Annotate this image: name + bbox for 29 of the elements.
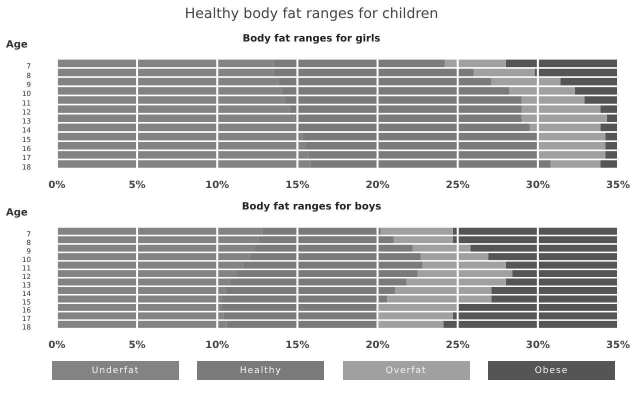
x-tick-label: 10% [205, 340, 230, 352]
chart-subtitle: Body fat ranges for girls [242, 33, 380, 44]
x-tick-label: 25% [446, 340, 470, 352]
x-tick-label: 30% [526, 180, 550, 192]
x-tick-label: 35% [606, 180, 630, 192]
text: Obese [488, 361, 615, 380]
y-axis-title: Age [6, 39, 28, 50]
x-tick-label: 15% [285, 180, 310, 192]
x-tick-label: 15% [285, 340, 310, 352]
x-tick-label: 5% [128, 340, 146, 352]
x-tick-label: 35% [606, 340, 630, 352]
bar [444, 60, 506, 68]
x-tick-label: 30% [526, 340, 550, 352]
x-tick-label: 20% [366, 180, 390, 192]
bar [506, 60, 618, 68]
text: Healthy [197, 361, 324, 380]
chart-title: Body fat ranges for boys [242, 202, 382, 213]
bar [600, 160, 618, 168]
x-tick-label: 0% [48, 180, 66, 192]
text: Underfat [52, 361, 179, 380]
chart-title: Healthy body fat ranges for children [184, 6, 438, 22]
x-tick-label: 25% [446, 180, 470, 192]
y-axis-title: Age [6, 208, 28, 219]
x-tick-label: 0% [48, 340, 66, 352]
text: Overfat [342, 361, 470, 380]
bar [550, 160, 600, 168]
x-tick-label: 5% [128, 180, 146, 192]
x-tick-label: 10% [205, 180, 230, 192]
x-tick-label: 20% [366, 340, 390, 352]
